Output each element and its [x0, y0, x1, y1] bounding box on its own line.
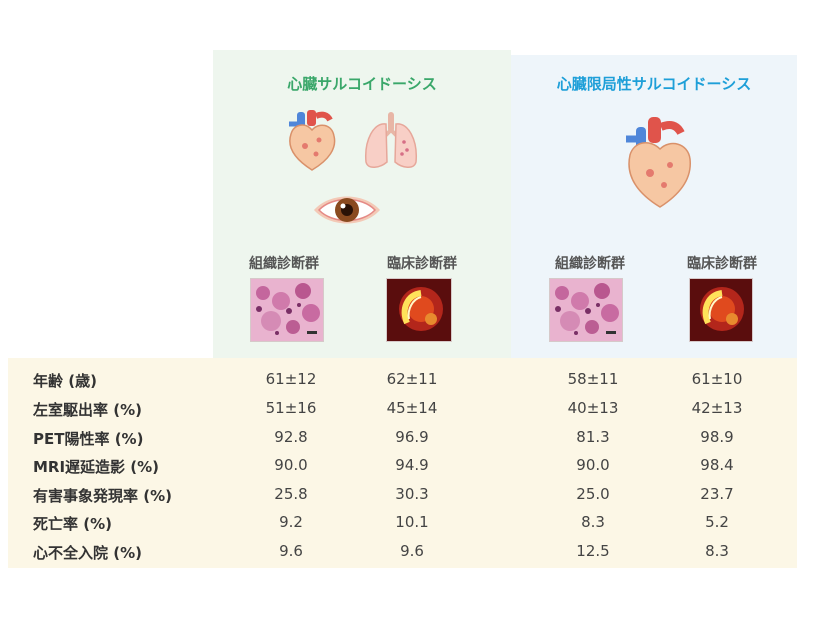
row-label: PET陽性率 (%) — [33, 430, 144, 448]
table-cell: 98.4 — [700, 456, 734, 474]
lungs-icon — [360, 110, 422, 176]
row-label: 心不全入院 (%) — [33, 544, 142, 562]
table-cell: 61±12 — [265, 370, 317, 388]
table-row: 年齢 (歳) 61±12 62±11 58±11 61±10 — [0, 366, 823, 392]
table-cell: 81.3 — [576, 428, 610, 446]
table-cell: 62±11 — [386, 370, 438, 388]
table-cell: 25.0 — [576, 485, 610, 503]
panel-title-left: 心臓サルコイドーシス — [287, 75, 437, 93]
eye-icon — [312, 190, 382, 234]
pet-scan-image — [386, 278, 452, 342]
row-label: 有害事象発現率 (%) — [33, 487, 172, 505]
table-row: MRI遅延造影 (%) 90.0 94.9 90.0 98.4 — [0, 452, 823, 478]
row-label: 左室駆出率 (%) — [33, 401, 142, 419]
table-row: PET陽性率 (%) 92.8 96.9 81.3 98.9 — [0, 424, 823, 450]
table-cell: 94.9 — [395, 456, 429, 474]
table-cell: 58±11 — [567, 370, 619, 388]
group-label-left-histological: 組織診断群 — [249, 256, 319, 272]
table-cell: 25.8 — [274, 485, 308, 503]
row-label: 年齢 (歳) — [33, 372, 97, 390]
row-label: MRI遅延造影 (%) — [33, 458, 160, 476]
table-cell: 10.1 — [395, 513, 429, 531]
table-cell: 51±16 — [265, 399, 317, 417]
table-row: 有害事象発現率 (%) 25.8 30.3 25.0 23.7 — [0, 481, 823, 507]
table-cell: 92.8 — [274, 428, 308, 446]
pet-scan-image — [689, 278, 753, 342]
table-cell: 9.6 — [279, 542, 303, 560]
heart-icon — [283, 110, 341, 176]
table-cell: 40±13 — [567, 399, 619, 417]
group-label-right-clinical: 臨床診断群 — [687, 256, 757, 272]
table-row: 左室駆出率 (%) 51±16 45±14 40±13 42±13 — [0, 395, 823, 421]
table-background — [8, 358, 797, 568]
table-row: 心不全入院 (%) 9.6 9.6 12.5 8.3 — [0, 538, 823, 564]
group-label-left-clinical: 臨床診断群 — [387, 256, 457, 272]
table-cell: 90.0 — [274, 456, 308, 474]
table-cell: 12.5 — [576, 542, 610, 560]
row-label: 死亡率 (%) — [33, 515, 112, 533]
table-row: 死亡率 (%) 9.2 10.1 8.3 5.2 — [0, 509, 823, 535]
panel-title-right: 心臓限局性サルコイドーシス — [556, 75, 752, 93]
table-cell: 61±10 — [691, 370, 743, 388]
table-cell: 9.2 — [279, 513, 303, 531]
heart-icon — [620, 115, 698, 214]
table-cell: 30.3 — [395, 485, 429, 503]
table-cell: 5.2 — [705, 513, 729, 531]
table-cell: 98.9 — [700, 428, 734, 446]
table-cell: 8.3 — [581, 513, 605, 531]
table-cell: 45±14 — [386, 399, 438, 417]
table-cell: 8.3 — [705, 542, 729, 560]
table-cell: 96.9 — [395, 428, 429, 446]
group-label-right-histological: 組織診断群 — [555, 256, 625, 272]
histology-image — [250, 278, 324, 342]
table-cell: 90.0 — [576, 456, 610, 474]
table-cell: 42±13 — [691, 399, 743, 417]
histology-image — [549, 278, 623, 342]
table-cell: 9.6 — [400, 542, 424, 560]
table-cell: 23.7 — [700, 485, 734, 503]
